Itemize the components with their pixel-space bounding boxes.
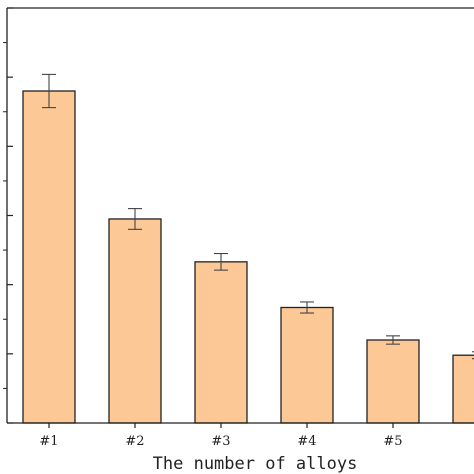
error-bar-1	[42, 73, 56, 109]
x-tick-label-1: #1	[39, 434, 58, 449]
x-tick-label-2: #2	[125, 434, 144, 449]
error-bar-2	[128, 208, 142, 230]
ticks-layer	[3, 7, 394, 428]
bar-3	[194, 261, 248, 424]
bar-1	[22, 90, 76, 424]
error-bars-layer	[42, 73, 474, 360]
error-bar-4	[300, 301, 314, 314]
bars-layer	[22, 90, 474, 424]
bar-6	[452, 354, 474, 424]
bar-4	[280, 306, 334, 424]
x-tick-label-4: #4	[297, 434, 316, 449]
x-tick-label-3: #3	[211, 434, 230, 449]
x-tick-labels: #1#2#3#4#5#	[39, 434, 474, 449]
x-axis-title: The number of alloys	[153, 454, 358, 474]
x-tick-label-5: #5	[383, 434, 402, 449]
bar-5	[366, 339, 420, 424]
bar-2	[108, 218, 162, 424]
error-bar-5	[386, 335, 400, 345]
error-bar-3	[214, 252, 228, 271]
